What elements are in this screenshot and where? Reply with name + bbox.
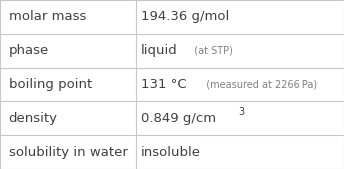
Text: liquid: liquid [141, 44, 178, 57]
Text: 0.849 g/cm: 0.849 g/cm [141, 112, 216, 125]
Text: insoluble: insoluble [141, 146, 201, 159]
Text: molar mass: molar mass [9, 10, 86, 23]
Text: (measured at 2266 Pa): (measured at 2266 Pa) [200, 79, 317, 90]
Text: 194.36 g/mol: 194.36 g/mol [141, 10, 229, 23]
Text: solubility in water: solubility in water [9, 146, 128, 159]
Text: (at STP): (at STP) [189, 46, 233, 56]
Text: density: density [9, 112, 57, 125]
Text: 3: 3 [238, 106, 244, 117]
Text: phase: phase [9, 44, 49, 57]
Text: boiling point: boiling point [9, 78, 92, 91]
Text: 131 °C: 131 °C [141, 78, 187, 91]
